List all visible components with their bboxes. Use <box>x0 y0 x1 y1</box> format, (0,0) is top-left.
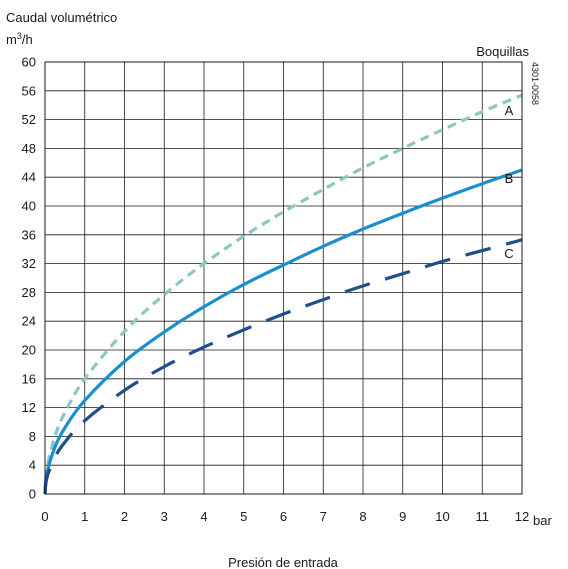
x-tick-label: 6 <box>280 509 287 524</box>
series-label-b: B <box>505 171 514 186</box>
x-tick-label: 12 <box>515 509 529 524</box>
y-unit-sup: 3 <box>17 31 22 41</box>
series-line-c <box>43 238 523 495</box>
y-tick-label: 8 <box>29 429 36 444</box>
x-tick-label: 1 <box>81 509 88 524</box>
plot-frame <box>44 61 523 495</box>
series-lines <box>43 93 523 495</box>
y-unit-tail: /h <box>22 32 33 47</box>
x-tick-label: 9 <box>399 509 406 524</box>
y-tick-label: 24 <box>22 314 36 329</box>
y-tick-label: 52 <box>22 112 36 127</box>
x-tick-label: 8 <box>359 509 366 524</box>
y-unit-base: m <box>6 32 17 47</box>
y-tick-label: 16 <box>22 371 36 386</box>
series-line-b <box>43 168 523 495</box>
y-tick-label: 40 <box>22 199 36 214</box>
y-tick-label: 32 <box>22 256 36 271</box>
x-tick-label: 7 <box>320 509 327 524</box>
y-tick-label: 12 <box>22 400 36 415</box>
series-label-a: A <box>505 103 514 118</box>
y-tick-label: 60 <box>22 55 36 70</box>
x-tick-label: 2 <box>121 509 128 524</box>
x-tick-label: 10 <box>435 509 449 524</box>
y-tick-label: 20 <box>22 343 36 358</box>
y-axis-title: Caudal volumétrico <box>6 10 117 25</box>
y-tick-label: 44 <box>22 170 36 185</box>
y-tick-label: 48 <box>22 141 36 156</box>
y-tick-label: 28 <box>22 285 36 300</box>
series-label-c: C <box>504 246 513 261</box>
series-line-a <box>43 93 523 495</box>
series-labels: A B C <box>504 103 513 261</box>
y-tick-label: 56 <box>22 83 36 98</box>
x-axis-unit: bar <box>533 513 552 528</box>
figure-code: 4301-0058 <box>530 62 540 105</box>
y-tick-label: 4 <box>29 458 36 473</box>
x-axis-title: Presión de entrada <box>228 555 339 569</box>
x-tick-label: 3 <box>161 509 168 524</box>
x-tick-label: 0 <box>41 509 48 524</box>
legend-title: Boquillas <box>476 44 529 59</box>
x-tick-labels: 0 1 2 3 4 5 6 7 8 9 10 11 12 <box>41 509 529 524</box>
x-tick-label: 11 <box>476 509 490 524</box>
y-axis-unit: m3/h <box>6 31 33 47</box>
y-tick-label: 0 <box>29 487 36 502</box>
x-tick-label: 4 <box>200 509 207 524</box>
x-tick-label: 5 <box>240 509 247 524</box>
y-tick-label: 36 <box>22 227 36 242</box>
